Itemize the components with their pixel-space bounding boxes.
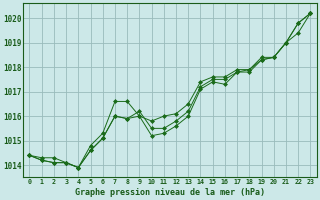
- X-axis label: Graphe pression niveau de la mer (hPa): Graphe pression niveau de la mer (hPa): [75, 188, 265, 197]
